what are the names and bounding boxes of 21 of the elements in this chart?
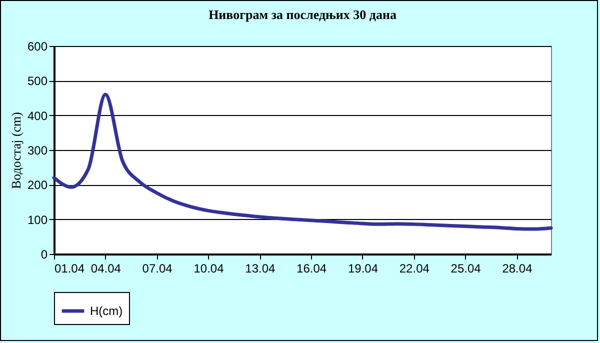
x-tick-label: 13.04 xyxy=(245,262,276,276)
x-tick-label: 01.04 xyxy=(54,262,85,276)
legend-label: H(cm) xyxy=(90,304,123,318)
x-tick-label: 28.04 xyxy=(502,262,533,276)
y-tick-label: 200 xyxy=(27,178,48,192)
y-tick-label: 600 xyxy=(27,40,48,54)
y-axis-title: Водостај (cm) xyxy=(8,112,24,190)
line-series xyxy=(52,92,553,231)
x-tick-label: 25.04 xyxy=(450,262,482,276)
y-tick-label: 500 xyxy=(27,74,48,88)
x-tick-label: 22.04 xyxy=(399,262,430,276)
y-tick-label: 0 xyxy=(40,248,48,262)
y-tick-label: 400 xyxy=(27,108,48,123)
x-tick-label: 16.04 xyxy=(296,262,327,276)
x-tick-label: 10.04 xyxy=(194,262,224,276)
y-tick-label: 300 xyxy=(27,144,48,158)
x-tick-label: 07.04 xyxy=(142,262,173,276)
y-tick-label: 100 xyxy=(27,212,48,227)
x-tick-label: 04.04 xyxy=(90,262,122,276)
x-tick-label: 19.04 xyxy=(348,262,378,276)
chart-title: Нивограм за последњих 30 дана xyxy=(208,7,397,22)
